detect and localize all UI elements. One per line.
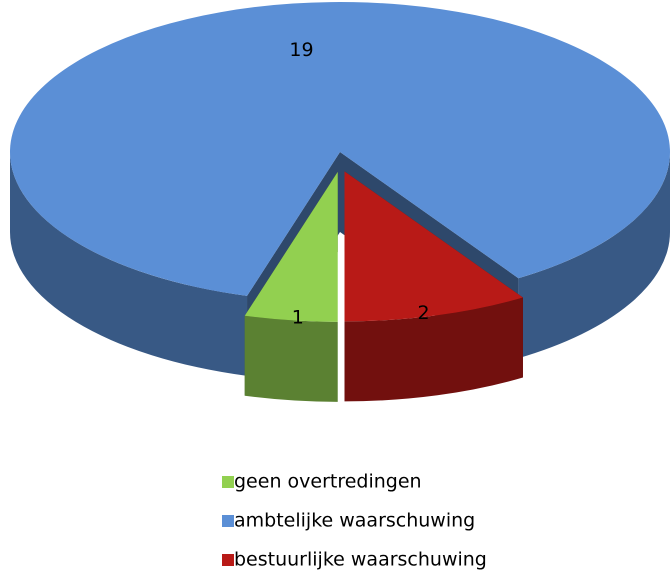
- data-label: 19: [289, 39, 313, 61]
- legend-swatch: [222, 476, 234, 488]
- data-label: 1: [292, 307, 304, 329]
- legend-swatch: [222, 515, 234, 527]
- data-label: 2: [417, 302, 429, 324]
- slice-wall: [244, 315, 338, 402]
- slice: [344, 171, 523, 322]
- legend-label: bestuurlijke waarschuwing: [234, 549, 487, 571]
- slice: [244, 171, 338, 322]
- legend-label: ambtelijke waarschuwing: [234, 510, 475, 532]
- slice-wall: [344, 297, 523, 402]
- legend-swatch: [222, 554, 234, 566]
- legend-label: geen overtredingen: [234, 471, 422, 493]
- slice-wall: [10, 152, 248, 376]
- slice: [10, 2, 670, 296]
- slice-wall: [518, 152, 670, 359]
